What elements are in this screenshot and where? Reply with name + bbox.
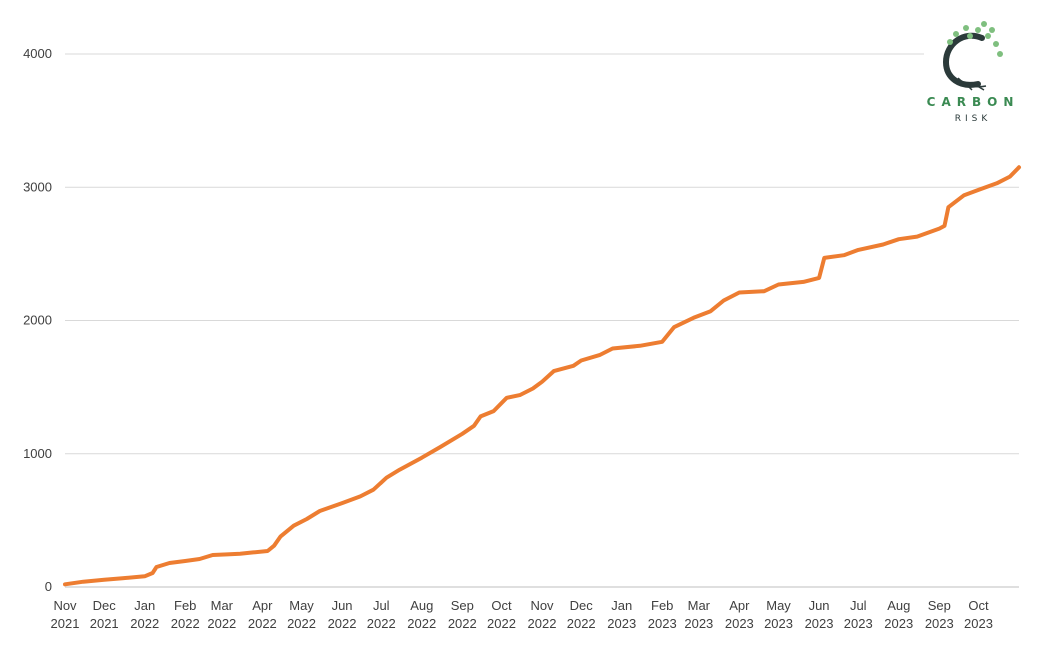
leaf-icon [963,25,969,31]
y-tick-label: 1000 [23,446,52,461]
x-tick-year: 2021 [51,616,80,631]
x-tick-year: 2023 [684,616,713,631]
tree-c-icon [942,21,1003,91]
gridlines [65,53,1019,588]
x-tick-label: Nov 2021 [51,598,80,631]
x-tick-label: Oct 2023 [964,598,993,631]
leaf-icon [985,33,991,39]
x-tick-label: Jul 2022 [367,598,396,631]
x-tick-month: Apr [252,598,273,613]
x-tick-year: 2023 [844,616,873,631]
x-tick-year: 2022 [171,616,200,631]
x-tick-year: 2022 [367,616,396,631]
x-tick-year: 2022 [248,616,277,631]
x-tick-month: Apr [729,598,750,613]
leaf-icon [953,31,959,37]
x-tick-month: Oct [491,598,512,613]
y-tick-label: 0 [45,579,52,594]
x-tick-month: Dec [570,598,594,613]
x-tick-month: Dec [93,598,117,613]
x-tick-month: Jul [850,598,867,613]
x-tick-year: 2022 [287,616,316,631]
x-tick-year: 2022 [328,616,357,631]
x-tick-year: 2021 [90,616,119,631]
x-tick-year: 2023 [884,616,913,631]
x-tick-month: Sep [928,598,951,613]
x-tick-month: Jun [809,598,830,613]
x-tick-month: Nov [53,598,77,613]
x-tick-month: Sep [451,598,474,613]
x-tick-month: Aug [887,598,910,613]
series-layer [63,165,1021,587]
y-tick-label: 2000 [23,313,52,328]
logo-word: CARBON [927,95,1020,109]
leaf-icon [981,21,987,27]
leaf-icon [993,41,999,47]
x-tick-label: Jun 2023 [805,598,834,631]
x-tick-month: Nov [530,598,554,613]
x-tick-month: Feb [174,598,196,613]
x-tick-month: Aug [410,598,433,613]
x-tick-month: Jan [134,598,155,613]
x-tick-label: Aug 2022 [407,598,436,631]
y-tick-label: 3000 [23,179,52,194]
x-tick-month: Mar [211,598,234,613]
x-tick-label: Dec 2022 [567,598,596,631]
x-tick-label: Dec 2021 [90,598,119,631]
x-tick-month: Jun [332,598,353,613]
x-tick-year: 2022 [207,616,236,631]
leaf-icon [947,39,953,45]
x-tick-month: May [766,598,791,613]
x-tick-year: 2022 [487,616,516,631]
x-tick-year: 2023 [607,616,636,631]
x-tick-label: Oct 2022 [487,598,516,631]
x-tick-label: Jul 2023 [844,598,873,631]
x-tick-label: Feb 2023 [648,598,677,631]
x-tick-label: Feb 2022 [171,598,200,631]
x-tick-year: 2023 [648,616,677,631]
x-tick-year: 2023 [964,616,993,631]
x-tick-month: Mar [688,598,711,613]
leaf-icon [997,51,1003,57]
y-tick-label: 4000 [23,46,52,61]
x-tick-label: Jan 2023 [607,598,636,631]
x-tick-label: Mar 2022 [207,598,236,631]
x-tick-label: May 2022 [287,598,316,631]
leaf-icon [989,27,995,33]
x-tick-label: Apr 2023 [725,598,754,631]
x-tick-year: 2022 [130,616,159,631]
x-tick-month: Jan [611,598,632,613]
y-axis-tick-labels: 0 1000 2000 3000 4000 [23,46,52,594]
x-tick-label: Sep 2023 [925,598,954,631]
x-tick-year: 2022 [448,616,477,631]
x-tick-month: May [289,598,314,613]
x-axis-tick-labels: Nov 2021 Dec 2021 Jan 2022 Feb 2022 Mar 2022 Apr 20… [51,598,993,631]
x-tick-year: 2023 [925,616,954,631]
x-tick-year: 2022 [407,616,436,631]
leaf-icon [975,27,981,33]
x-tick-label: Nov 2022 [528,598,557,631]
x-tick-year: 2023 [805,616,834,631]
x-tick-year: 2023 [725,616,754,631]
x-tick-year: 2023 [764,616,793,631]
x-tick-label: Mar 2023 [684,598,713,631]
x-tick-label: Jun 2022 [328,598,357,631]
x-tick-label: Aug 2023 [884,598,913,631]
leaf-icon [967,33,973,39]
x-tick-label: Jan 2022 [130,598,159,631]
logo-sub: RISK [955,114,992,124]
x-tick-year: 2022 [567,616,596,631]
x-tick-label: Apr 2022 [248,598,277,631]
x-tick-label: May 2023 [764,598,793,631]
x-tick-label: Sep 2022 [448,598,477,631]
x-tick-month: Jul [373,598,390,613]
x-tick-month: Oct [968,598,989,613]
series-line [63,165,1021,587]
x-tick-month: Feb [651,598,673,613]
carbon-risk-logo: CARBON RISK [927,21,1020,124]
x-tick-year: 2022 [528,616,557,631]
